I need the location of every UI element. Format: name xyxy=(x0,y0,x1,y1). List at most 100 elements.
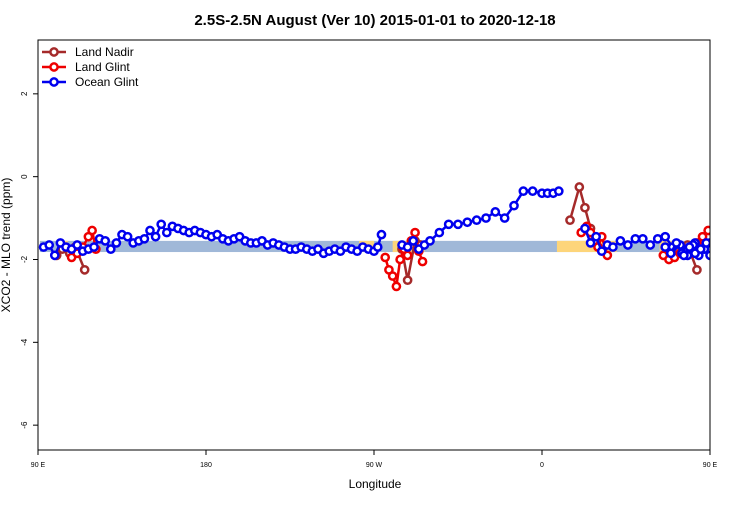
x-tick-label: 180 xyxy=(200,462,212,469)
data-point xyxy=(596,246,607,257)
data-point xyxy=(372,242,383,252)
data-point xyxy=(395,254,405,265)
data-point xyxy=(443,219,454,230)
legend-item: Land Glint xyxy=(42,60,130,74)
data-point xyxy=(645,240,656,250)
data-point xyxy=(729,237,736,244)
data-point xyxy=(161,227,172,238)
data-point xyxy=(703,225,710,236)
data-point xyxy=(744,235,750,242)
data-point xyxy=(580,223,590,234)
data-point xyxy=(105,244,116,254)
data-point xyxy=(380,252,391,263)
data-point xyxy=(671,238,682,248)
data-point xyxy=(453,219,463,230)
series-layer xyxy=(38,182,750,292)
legend-swatch-marker xyxy=(49,47,59,57)
data-point xyxy=(402,275,413,286)
data-point xyxy=(87,225,97,236)
data-point xyxy=(553,186,564,197)
data-point xyxy=(692,264,702,275)
data-point xyxy=(660,242,671,252)
x-tick-label: 90 W xyxy=(366,462,383,469)
data-point xyxy=(391,281,402,292)
legend-label: Land Glint xyxy=(75,60,130,74)
data-point xyxy=(89,242,99,252)
data-point xyxy=(410,227,420,238)
y-tick-label: -2 xyxy=(20,255,29,263)
data-point xyxy=(122,231,133,242)
data-point xyxy=(580,202,590,213)
data-point xyxy=(111,238,122,248)
data-point xyxy=(518,186,529,197)
legend-item: Ocean Glint xyxy=(42,75,139,89)
data-point xyxy=(44,240,55,250)
data-point xyxy=(574,182,585,192)
data-point xyxy=(462,217,473,228)
data-point xyxy=(509,200,519,211)
y-axis-label: XCO2 - MLO trend (ppm) xyxy=(0,178,13,313)
legend-item: Land Nadir xyxy=(42,45,134,59)
data-point xyxy=(721,239,728,246)
background-band xyxy=(556,240,617,253)
data-point xyxy=(72,240,83,250)
data-point xyxy=(565,215,575,226)
data-point xyxy=(79,264,90,275)
series-ocean-glint xyxy=(38,186,750,261)
data-point xyxy=(100,236,111,246)
y-tick-label: 2 xyxy=(20,91,29,96)
data-point xyxy=(417,256,428,267)
data-point xyxy=(652,233,663,244)
data-point xyxy=(630,233,641,244)
legend-label: Ocean Glint xyxy=(75,75,139,89)
data-point xyxy=(425,236,435,246)
y-tick-label: 0 xyxy=(20,174,29,179)
x-tick-label: 90 E xyxy=(31,462,46,469)
data-point xyxy=(615,236,626,246)
data-point xyxy=(387,271,398,281)
data-point xyxy=(156,219,167,230)
data-point xyxy=(402,250,413,261)
data-point xyxy=(714,246,721,253)
y-tick-label: -4 xyxy=(20,338,29,346)
data-point xyxy=(434,227,445,238)
data-point xyxy=(705,250,710,261)
chart-title: 2.5S-2.5N August (Ver 10) 2015-01-01 to … xyxy=(194,12,555,29)
y-axis: 2 0 -2 -4 -6 xyxy=(20,91,38,429)
y-tick-label: -6 xyxy=(20,421,29,429)
data-point xyxy=(49,250,60,261)
data-point xyxy=(145,225,155,236)
data-point xyxy=(637,233,648,244)
data-point xyxy=(679,250,689,261)
data-point xyxy=(481,213,491,223)
data-point xyxy=(402,242,413,252)
data-point xyxy=(684,242,695,252)
data-point xyxy=(471,215,482,226)
x-axis-label: Longitude xyxy=(349,477,402,491)
data-point xyxy=(695,244,706,254)
legend-swatch-marker xyxy=(49,77,59,87)
data-point xyxy=(736,231,743,238)
x-axis: 90 E 180 90 W 0 90 E xyxy=(31,450,718,469)
legend-swatch-marker xyxy=(49,62,59,72)
data-point xyxy=(150,231,161,242)
data-point xyxy=(701,238,710,248)
data-point xyxy=(499,213,510,223)
data-point xyxy=(585,238,596,248)
x-tick-label: 0 xyxy=(540,462,544,469)
data-point xyxy=(660,231,671,242)
data-point xyxy=(623,240,633,250)
x-tick-label: 90 E xyxy=(703,462,718,469)
data-point xyxy=(139,233,150,244)
data-point xyxy=(408,236,419,246)
data-point xyxy=(591,231,601,242)
data-point xyxy=(665,248,676,259)
data-point xyxy=(608,242,618,252)
data-point xyxy=(376,229,387,240)
data-point xyxy=(527,186,538,197)
data-point xyxy=(490,207,501,217)
legend-label: Land Nadir xyxy=(75,45,134,59)
